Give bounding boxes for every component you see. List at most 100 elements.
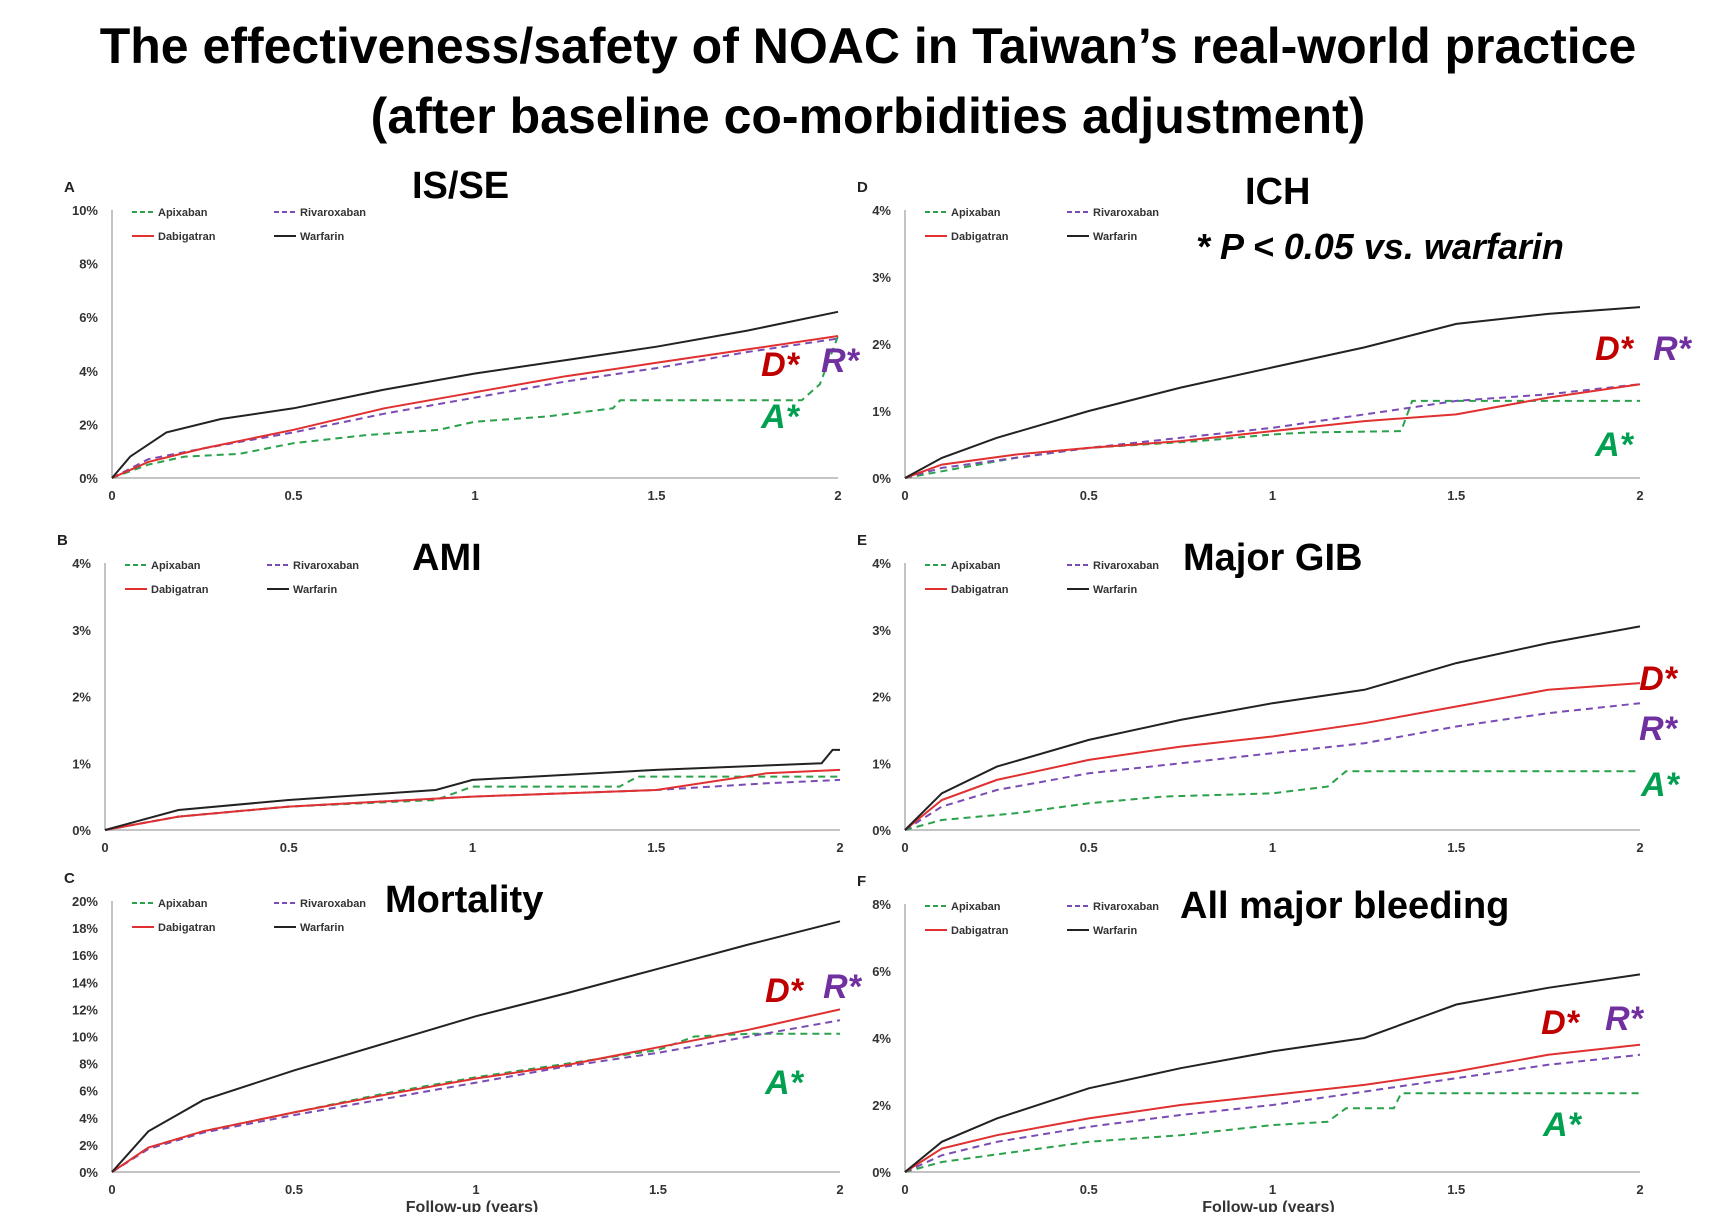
panel-title: Mortality <box>385 879 543 921</box>
y-tick-label: 10% <box>72 1030 98 1045</box>
panel-letter: E <box>857 532 867 549</box>
annotation-rivaroxaban: R* <box>821 342 861 380</box>
x-tick-label: 1.5 <box>1447 840 1465 855</box>
x-tick-label: 2 <box>1636 488 1643 503</box>
panel-letter: F <box>857 873 866 890</box>
legend-label: Apixaban <box>951 560 1001 572</box>
y-tick-label: 1% <box>872 756 891 771</box>
x-tick-label: 1 <box>1269 488 1276 503</box>
chart-panel-a: A 0% 2% 4% 6% 8% 10% 0 0.5 1 1.5 2 Apixaban Rivaroxab… <box>64 165 861 503</box>
x-tick-label: 0 <box>108 488 115 503</box>
y-tick-label: 8% <box>79 257 98 272</box>
y-tick-label: 6% <box>79 1084 98 1099</box>
series-line-rivaroxaban <box>111 337 839 479</box>
legend-label: Dabigatran <box>158 922 216 934</box>
x-tick-label: 2 <box>836 840 843 855</box>
y-tick-label: 2% <box>872 1098 891 1113</box>
series-line-dabigatran <box>111 335 839 479</box>
pvalue-note: * P < 0.05 vs. warfarin <box>1196 226 1564 267</box>
y-tick-label: 14% <box>72 975 98 990</box>
series-line-rivaroxaban <box>904 383 1641 479</box>
series-line-warfarin <box>104 748 840 831</box>
legend-label: Warfarin <box>300 922 344 934</box>
series-line-dabigatran <box>904 383 1641 479</box>
x-tick-label: 1 <box>1269 1182 1276 1197</box>
y-tick-label: 20% <box>72 894 98 909</box>
panel-title: All major bleeding <box>1180 885 1509 927</box>
y-tick-label: 4% <box>872 556 891 571</box>
series-line-apixaban <box>111 335 839 479</box>
slide-title-line1: The effectiveness/safety of NOAC in Taiw… <box>99 18 1637 74</box>
x-tick-label: 0 <box>901 488 908 503</box>
y-tick-label: 0% <box>872 471 891 486</box>
x-tick-label: 2 <box>1636 1182 1643 1197</box>
legend-label: Warfarin <box>300 231 344 243</box>
annotation-dabigatran: D* <box>1541 1004 1581 1042</box>
legend-label: Dabigatran <box>951 584 1009 596</box>
y-tick-label: 18% <box>72 921 98 936</box>
y-tick-label: 3% <box>72 623 91 638</box>
legend-label: Apixaban <box>158 207 208 219</box>
x-tick-label: 0 <box>901 1182 908 1197</box>
x-tick-label: 0.5 <box>284 488 302 503</box>
annotation-dabigatran: D* <box>761 346 801 384</box>
x-tick-label: 1 <box>471 488 478 503</box>
chart-panel-c: C 0% 2% 4% 6% 8% 10% 12% 14% 16% 18% 20% 0 0.5 1 1.5 2 Fo… <box>64 870 863 1212</box>
legend-label: Rivaroxaban <box>1093 901 1159 913</box>
y-tick-label: 0% <box>79 471 98 486</box>
series-line-apixaban <box>111 1032 840 1173</box>
legend-label: Dabigatran <box>951 231 1009 243</box>
y-tick-label: 10% <box>72 203 98 218</box>
y-tick-label: 0% <box>872 1165 891 1180</box>
annotation-dabigatran: D* <box>1639 660 1679 698</box>
y-tick-label: 6% <box>79 310 98 325</box>
x-tick-label: 1.5 <box>649 1182 667 1197</box>
y-tick-label: 2% <box>79 417 98 432</box>
annotation-dabigatran: D* <box>765 972 805 1010</box>
x-tick-label: 1 <box>472 1182 479 1197</box>
annotation-apixaban: A* <box>760 398 801 436</box>
series-line-apixaban <box>904 770 1640 831</box>
y-tick-label: 4% <box>79 364 98 379</box>
legend-label: Rivaroxaban <box>1093 207 1159 219</box>
x-tick-label: 0.5 <box>1080 840 1098 855</box>
legend-label: Warfarin <box>1093 584 1137 596</box>
y-tick-label: 3% <box>872 623 891 638</box>
series-line-dabigatran <box>904 1043 1641 1173</box>
y-tick-label: 0% <box>872 823 891 838</box>
series-line-dabigatran <box>904 682 1641 831</box>
series-line-dabigatran <box>111 1008 841 1173</box>
x-tick-label: 2 <box>836 1182 843 1197</box>
legend-label: Warfarin <box>1093 925 1137 937</box>
annotation-dabigatran: D* <box>1595 330 1635 368</box>
annotation-rivaroxaban: R* <box>1605 1000 1645 1038</box>
panel-letter: A <box>64 179 75 196</box>
y-tick-label: 4% <box>72 556 91 571</box>
annotation-apixaban: A* <box>1594 426 1635 464</box>
annotation-apixaban: A* <box>1542 1106 1583 1144</box>
y-tick-label: 1% <box>72 756 91 771</box>
x-tick-label: 0.5 <box>1080 1182 1098 1197</box>
annotation-rivaroxaban: R* <box>823 968 863 1006</box>
x-tick-label: 1.5 <box>1447 1182 1465 1197</box>
x-axis-label: Follow-up (years) <box>406 1199 538 1212</box>
y-tick-label: 2% <box>872 690 891 705</box>
chart-panel-e: E 0% 1% 2% 3% 4% 0 0.5 1 1.5 2 Apixaban Rivaroxaban D… <box>857 532 1681 855</box>
y-tick-label: 4% <box>79 1111 98 1126</box>
y-tick-label: 8% <box>872 897 891 912</box>
series-line-warfarin <box>111 310 839 479</box>
panel-title: AMI <box>412 537 482 579</box>
legend-label: Dabigatran <box>151 584 209 596</box>
legend-label: Apixaban <box>951 901 1001 913</box>
chart-panel-b: B 0% 1% 2% 3% 4% 0 0.5 1 1.5 2 Apixaban Rivaroxaban D… <box>57 532 844 855</box>
panel-title: Major GIB <box>1183 537 1362 579</box>
x-tick-label: 0 <box>108 1182 115 1197</box>
series-line-dabigatran <box>104 768 841 831</box>
x-tick-label: 1 <box>469 840 476 855</box>
series-line-rivaroxaban <box>904 702 1641 831</box>
legend-label: Rivaroxaban <box>300 898 366 910</box>
x-tick-label: 0.5 <box>285 1182 303 1197</box>
panel-title: IS/SE <box>412 165 509 207</box>
legend-label: Warfarin <box>293 584 337 596</box>
